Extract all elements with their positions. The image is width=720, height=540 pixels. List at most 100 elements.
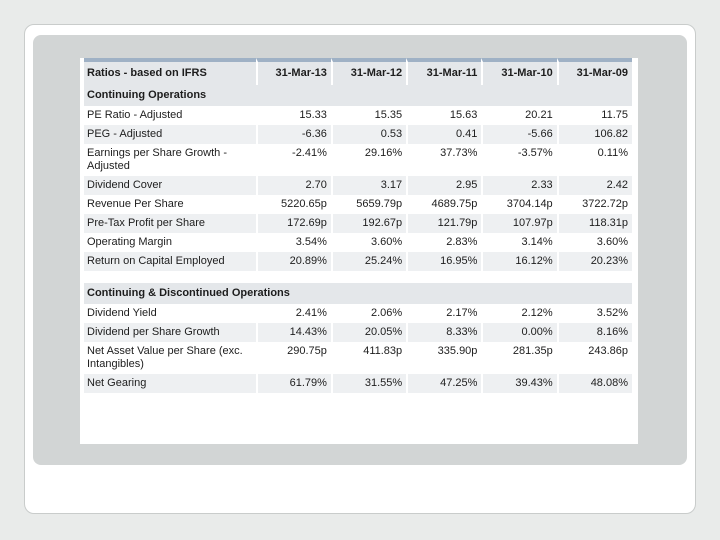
row-label: PE Ratio - Adjusted [87, 109, 183, 121]
value-cell: 2.33 [481, 176, 557, 195]
value-cell: 2.70 [255, 176, 331, 195]
value-cell: 2.41% [255, 304, 331, 323]
value-cell: 15.63 [406, 106, 481, 125]
row-label: Return on Capital Employed [84, 252, 256, 271]
value-cell: 29.16% [330, 144, 406, 176]
value-cell: -2.41% [255, 144, 331, 176]
value-cell: 118.31p [556, 214, 632, 233]
row-label: Dividend per Share Growth [84, 323, 256, 342]
value-cell: 0.41 [406, 125, 482, 144]
value-cell: 5220.65p [255, 195, 331, 214]
header-cell: 31-Mar-12 [330, 58, 407, 85]
table-row: PE Ratio - Adjusted 15.33 15.35 15.63 20.21 1… [84, 106, 632, 125]
value-cell: 3722.72p [556, 195, 632, 214]
table-row: Earnings per Share Growth - Adjusted -2.4… [84, 144, 632, 176]
table-row: Dividend Yield 2.41% 2.06% 2.17% 2.12% 3.52% [84, 304, 632, 323]
value-cell: 8.16% [556, 323, 632, 342]
value-cell: 8.33% [406, 323, 482, 342]
row-label: Revenue Per Share [87, 198, 184, 210]
row-label: Dividend Cover [84, 176, 256, 195]
section-row: Continuing & Discontinued Operations [84, 283, 632, 304]
value-cell: 3.60% [556, 233, 632, 252]
value-cell: -3.57% [481, 144, 556, 176]
value-cell: 172.69p [255, 214, 331, 233]
value-cell: 15.33 [255, 106, 331, 125]
table-body: Continuing Operations PE Ratio - Adjusted… [84, 85, 632, 393]
value-cell: 2.12% [481, 304, 556, 323]
ratios-table: Ratios - based on IFRS 31-Mar-13 31-Mar-… [84, 58, 632, 393]
value-cell: -6.36 [255, 125, 331, 144]
ratios-sheet: Ratios - based on IFRS 31-Mar-13 31-Mar-… [80, 58, 638, 444]
value-cell: 14.43% [255, 323, 331, 342]
value-cell: 3.17 [330, 176, 407, 195]
row-label: Dividend Yield [87, 307, 157, 319]
value-cell: 11.75 [556, 106, 632, 125]
row-label: Pre-Tax Profit per Share [84, 214, 256, 233]
row-label: Operating Margin [87, 236, 172, 248]
spacer-cell [84, 271, 632, 283]
value-cell: 20.05% [330, 323, 407, 342]
value-cell: 4689.75p [406, 195, 481, 214]
value-cell: 16.95% [406, 252, 482, 271]
value-cell: 0.53 [330, 125, 407, 144]
value-cell: 243.86p [556, 342, 632, 374]
value-cell: 5659.79p [330, 195, 406, 214]
row-label: Net Asset Value per Share (exc. Intangib… [87, 345, 243, 370]
value-cell: 20.23% [556, 252, 632, 271]
section-title: Continuing & Discontinued Operations [84, 283, 632, 304]
value-cell: 3.52% [556, 304, 632, 323]
value-cell: 47.25% [406, 374, 482, 393]
value-cell: 411.83p [330, 342, 406, 374]
table-row: Dividend Cover 2.70 3.17 2.95 2.33 2.42 [84, 176, 632, 195]
row-label: Earnings per Share Growth - Adjusted [87, 147, 228, 172]
value-cell: 290.75p [255, 342, 331, 374]
row-label: Net Gearing [84, 374, 256, 393]
table-row: Pre-Tax Profit per Share 172.69p 192.67p 12… [84, 214, 632, 233]
value-cell: 15.35 [330, 106, 406, 125]
spacer-row [84, 271, 632, 283]
table-row: Operating Margin 3.54% 3.60% 2.83% 3.14% 3.60… [84, 233, 632, 252]
value-cell: 20.21 [481, 106, 556, 125]
header-cell: Ratios - based on IFRS [84, 58, 256, 85]
value-cell: 2.83% [406, 233, 481, 252]
header-cell: 31-Mar-09 [556, 58, 632, 85]
table-row: Return on Capital Employed 20.89% 25.24% 16… [84, 252, 632, 271]
header-cell: 31-Mar-10 [481, 58, 557, 85]
table-row: Revenue Per Share 5220.65p 5659.79p 4689.75… [84, 195, 632, 214]
value-cell: 2.06% [330, 304, 406, 323]
value-cell: 25.24% [330, 252, 407, 271]
header-cell: 31-Mar-11 [406, 58, 482, 85]
value-cell: 3.14% [481, 233, 556, 252]
value-cell: 31.55% [330, 374, 407, 393]
value-cell: 335.90p [406, 342, 481, 374]
value-cell: 107.97p [481, 214, 557, 233]
value-cell: 2.42 [556, 176, 632, 195]
value-cell: 121.79p [406, 214, 482, 233]
value-cell: 37.73% [406, 144, 481, 176]
value-cell: 0.00% [481, 323, 557, 342]
section-row: Continuing Operations [84, 85, 632, 106]
table-row: Net Asset Value per Share (exc. Intangib… [84, 342, 632, 374]
value-cell: 0.11% [556, 144, 632, 176]
value-cell: 2.95 [406, 176, 482, 195]
table-header-row: Ratios - based on IFRS 31-Mar-13 31-Mar-… [84, 58, 632, 85]
value-cell: 39.43% [481, 374, 557, 393]
value-cell: 16.12% [481, 252, 557, 271]
value-cell: 106.82 [556, 125, 632, 144]
value-cell: 20.89% [255, 252, 331, 271]
table-row: Net Gearing 61.79% 31.55% 47.25% 39.43% 48.08… [84, 374, 632, 393]
value-cell: 61.79% [255, 374, 331, 393]
value-cell: 2.17% [406, 304, 481, 323]
value-cell: 3.60% [330, 233, 406, 252]
row-label: PEG - Adjusted [84, 125, 256, 144]
section-title: Continuing Operations [84, 85, 632, 106]
value-cell: 192.67p [330, 214, 407, 233]
table-row: Dividend per Share Growth 14.43% 20.05% 8.3… [84, 323, 632, 342]
value-cell: 48.08% [556, 374, 632, 393]
value-cell: 281.35p [481, 342, 556, 374]
table-row: PEG - Adjusted -6.36 0.53 0.41 -5.66 106.82 [84, 125, 632, 144]
value-cell: 3.54% [255, 233, 331, 252]
value-cell: -5.66 [481, 125, 557, 144]
header-cell: 31-Mar-13 [255, 58, 331, 85]
value-cell: 3704.14p [481, 195, 556, 214]
